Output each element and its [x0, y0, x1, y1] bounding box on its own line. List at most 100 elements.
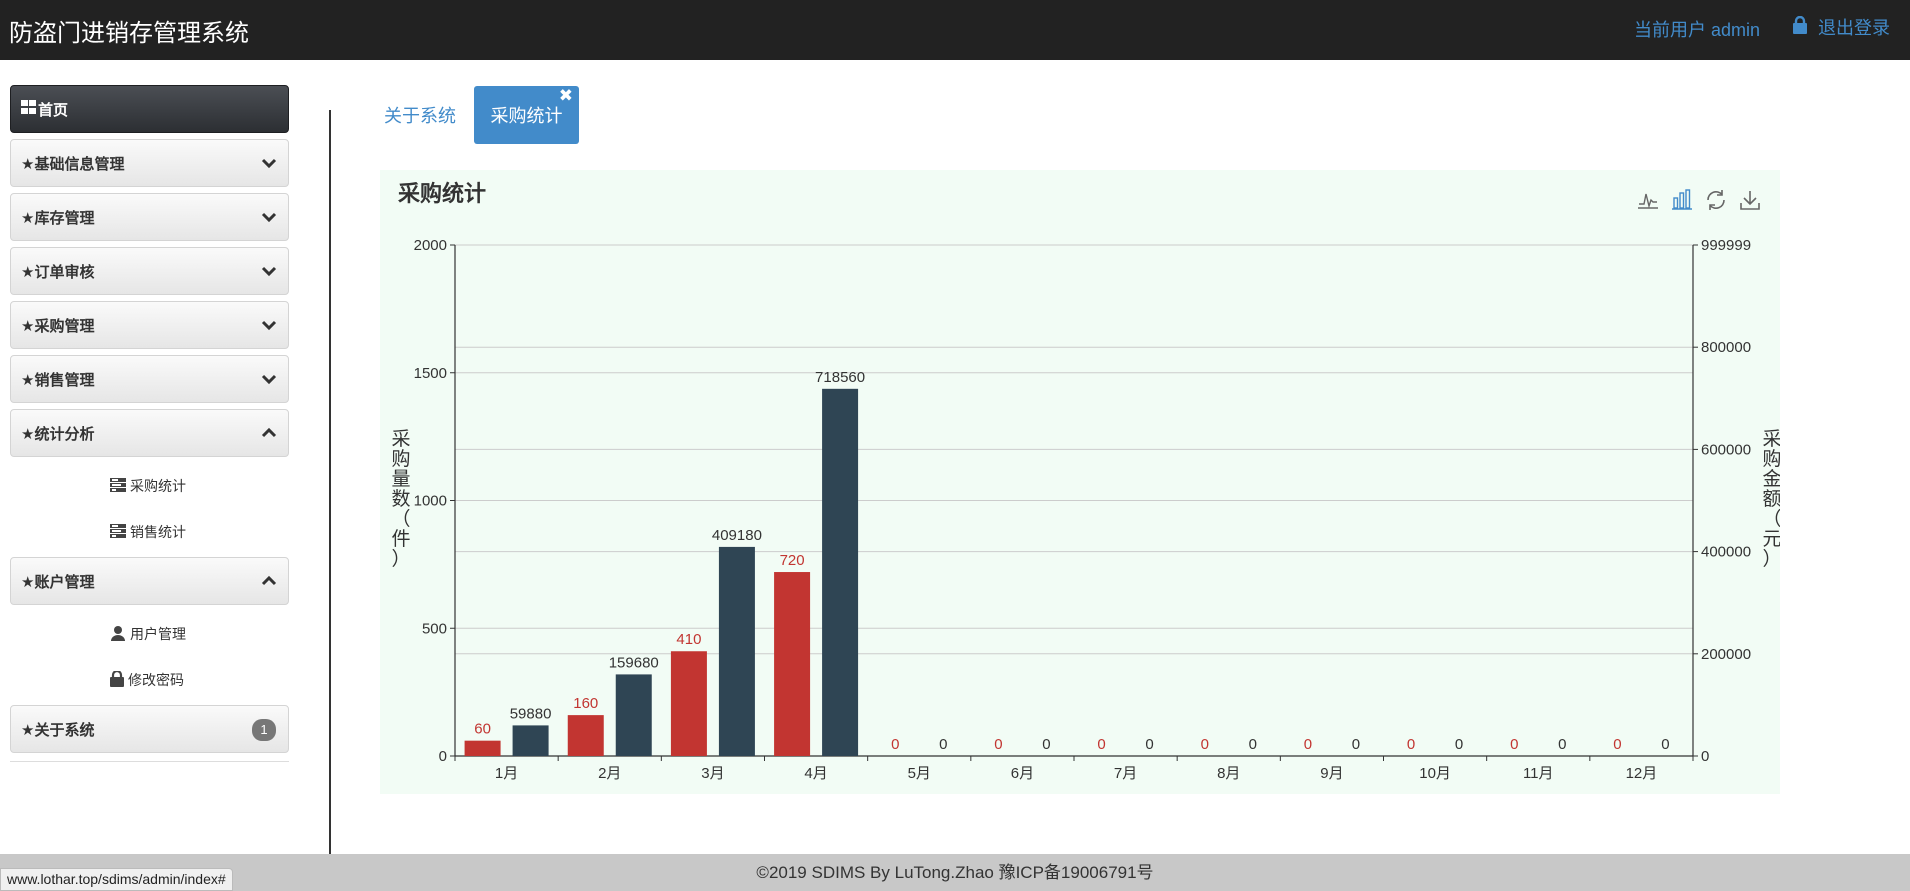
- bar-data-label: 0: [1201, 736, 1209, 753]
- bar: [670, 651, 707, 756]
- bar-data-label: 409180: [712, 527, 762, 544]
- sidebar-divider: [10, 761, 289, 762]
- tasks-icon: [110, 477, 126, 495]
- y-tick-label-right: 600000: [1701, 441, 1751, 458]
- lock-icon: [110, 669, 124, 690]
- tab-label: 采购统计: [490, 106, 563, 126]
- chart-panel: [380, 170, 1780, 794]
- y-tick-label-left: 1000: [414, 493, 447, 510]
- sidebar-item-label: ★销售管理: [21, 371, 95, 389]
- notification-badge: 1: [252, 719, 276, 741]
- sidebar-item-label: ★采购管理: [21, 317, 95, 335]
- x-tick-label: 2月: [598, 765, 621, 782]
- x-tick-label: 12月: [1626, 765, 1658, 782]
- sidebar-item-purchase[interactable]: ★采购管理: [10, 301, 289, 349]
- bar: [464, 740, 501, 756]
- sidebar-item-sales[interactable]: ★销售管理: [10, 355, 289, 403]
- bar: [567, 715, 604, 756]
- bar-data-label: 0: [1352, 736, 1360, 753]
- x-tick-label: 7月: [1114, 765, 1137, 782]
- sidebar-item-label: ★统计分析: [21, 425, 95, 443]
- bar-data-label: 0: [1407, 736, 1415, 753]
- dashboard-icon: [21, 100, 36, 118]
- sidebar-subitem-purchase-stats[interactable]: 采购统计: [10, 463, 289, 509]
- bar-data-label: 0: [1455, 736, 1463, 753]
- sidebar-subitem-label: 采购统计: [130, 478, 186, 494]
- tab-about-system[interactable]: 关于系统: [384, 106, 456, 126]
- sidebar-subitem-change-password[interactable]: 修改密码: [10, 657, 289, 703]
- y-tick-label-right: 400000: [1701, 544, 1751, 561]
- bar-data-label: 60: [474, 721, 491, 738]
- bar-data-label: 0: [994, 736, 1002, 753]
- chevron-down-icon: [261, 158, 277, 169]
- top-navbar: 防盗门进销存管理系统 当前用户 admin 退出登录: [0, 0, 1910, 60]
- chevron-up-icon: [261, 427, 277, 438]
- page-footer: ©2019 SDIMS By LuTong.Zhao 豫ICP备19006791…: [0, 854, 1910, 891]
- lock-icon: [1792, 15, 1808, 39]
- download-icon[interactable]: [1738, 188, 1762, 212]
- logout-link[interactable]: 退出登录: [1792, 14, 1890, 40]
- sidebar-item-label: ★订单审核: [21, 263, 95, 281]
- sidebar-item-inventory[interactable]: ★库存管理: [10, 193, 289, 241]
- x-tick-label: 1月: [495, 765, 518, 782]
- sidebar-item-statistics[interactable]: ★统计分析: [10, 409, 289, 457]
- sidebar-subitem-label: 用户管理: [130, 626, 186, 642]
- bar: [615, 674, 652, 756]
- x-tick-label: 8月: [1217, 765, 1240, 782]
- chart-toolbox: [1636, 188, 1762, 212]
- sidebar-item-label: 首页: [38, 101, 69, 119]
- bar-data-label: 0: [1042, 736, 1050, 753]
- y-tick-label-left: 0: [439, 748, 447, 765]
- y-tick-label-right: 800000: [1701, 339, 1751, 356]
- tasks-icon: [110, 523, 126, 541]
- bar-data-label: 0: [1145, 736, 1153, 753]
- sidebar-item-home[interactable]: 首页: [10, 85, 289, 133]
- current-user-link[interactable]: 当前用户 admin: [1634, 20, 1761, 40]
- bar-data-label: 0: [1510, 736, 1518, 753]
- bar-data-label: 0: [891, 736, 899, 753]
- x-tick-label: 4月: [804, 765, 827, 782]
- sidebar-item-account[interactable]: ★账户管理: [10, 557, 289, 605]
- bar-data-label: 718560: [815, 369, 865, 386]
- y-tick-label-left: 1500: [414, 365, 447, 382]
- y-axis-title-right: 采购金额（元）: [1762, 428, 1780, 570]
- sidebar-subitem-label: 修改密码: [128, 672, 184, 688]
- sidebar-item-basic-info[interactable]: ★基础信息管理: [10, 139, 289, 187]
- chevron-down-icon: [261, 266, 277, 277]
- bar-chart-icon[interactable]: [1670, 188, 1694, 212]
- bar: [822, 388, 859, 756]
- chevron-up-icon: [261, 575, 277, 586]
- y-tick-label-right: 999999: [1701, 237, 1751, 254]
- app-brand[interactable]: 防盗门进销存管理系统: [9, 20, 249, 47]
- sidebar-subitem-user-management[interactable]: 用户管理: [10, 611, 289, 657]
- purchase-chart: 0500100015002000020000040000060000080000…: [391, 237, 1780, 782]
- tab-purchase-stats[interactable]: 采购统计 ✖: [474, 86, 579, 144]
- x-tick-label: 10月: [1419, 765, 1451, 782]
- browser-status-url: www.lothar.top/sdims/admin/index#: [0, 868, 233, 891]
- bar: [718, 546, 755, 756]
- bar-data-label: 410: [676, 631, 701, 648]
- bar-data-label: 0: [1249, 736, 1257, 753]
- bar-data-label: 0: [1097, 736, 1105, 753]
- sidebar-item-about[interactable]: ★关于系统 1: [10, 705, 289, 753]
- logout-label: 退出登录: [1818, 18, 1890, 38]
- chevron-down-icon: [261, 212, 277, 223]
- y-tick-label-left: 500: [422, 620, 447, 637]
- chevron-down-icon: [261, 320, 277, 331]
- x-tick-label: 5月: [908, 765, 931, 782]
- sidebar-subitem-sales-stats[interactable]: 销售统计: [10, 509, 289, 555]
- y-tick-label-left: 2000: [414, 237, 447, 254]
- sidebar-item-label: ★关于系统: [21, 721, 95, 739]
- sidebar-item-order-review[interactable]: ★订单审核: [10, 247, 289, 295]
- refresh-icon[interactable]: [1704, 188, 1728, 212]
- bar-data-label: 59880: [510, 705, 552, 722]
- chevron-down-icon: [261, 374, 277, 385]
- y-tick-label-right: 0: [1701, 748, 1709, 765]
- content-divider: [329, 110, 331, 855]
- close-icon[interactable]: ✖: [558, 86, 573, 105]
- y-axis-title-left: 采购量数（件）: [391, 428, 410, 570]
- line-chart-icon[interactable]: [1636, 188, 1660, 212]
- sidebar-item-label: ★账户管理: [21, 573, 95, 591]
- x-tick-label: 11月: [1523, 765, 1554, 782]
- bar-data-label: 0: [1661, 736, 1669, 753]
